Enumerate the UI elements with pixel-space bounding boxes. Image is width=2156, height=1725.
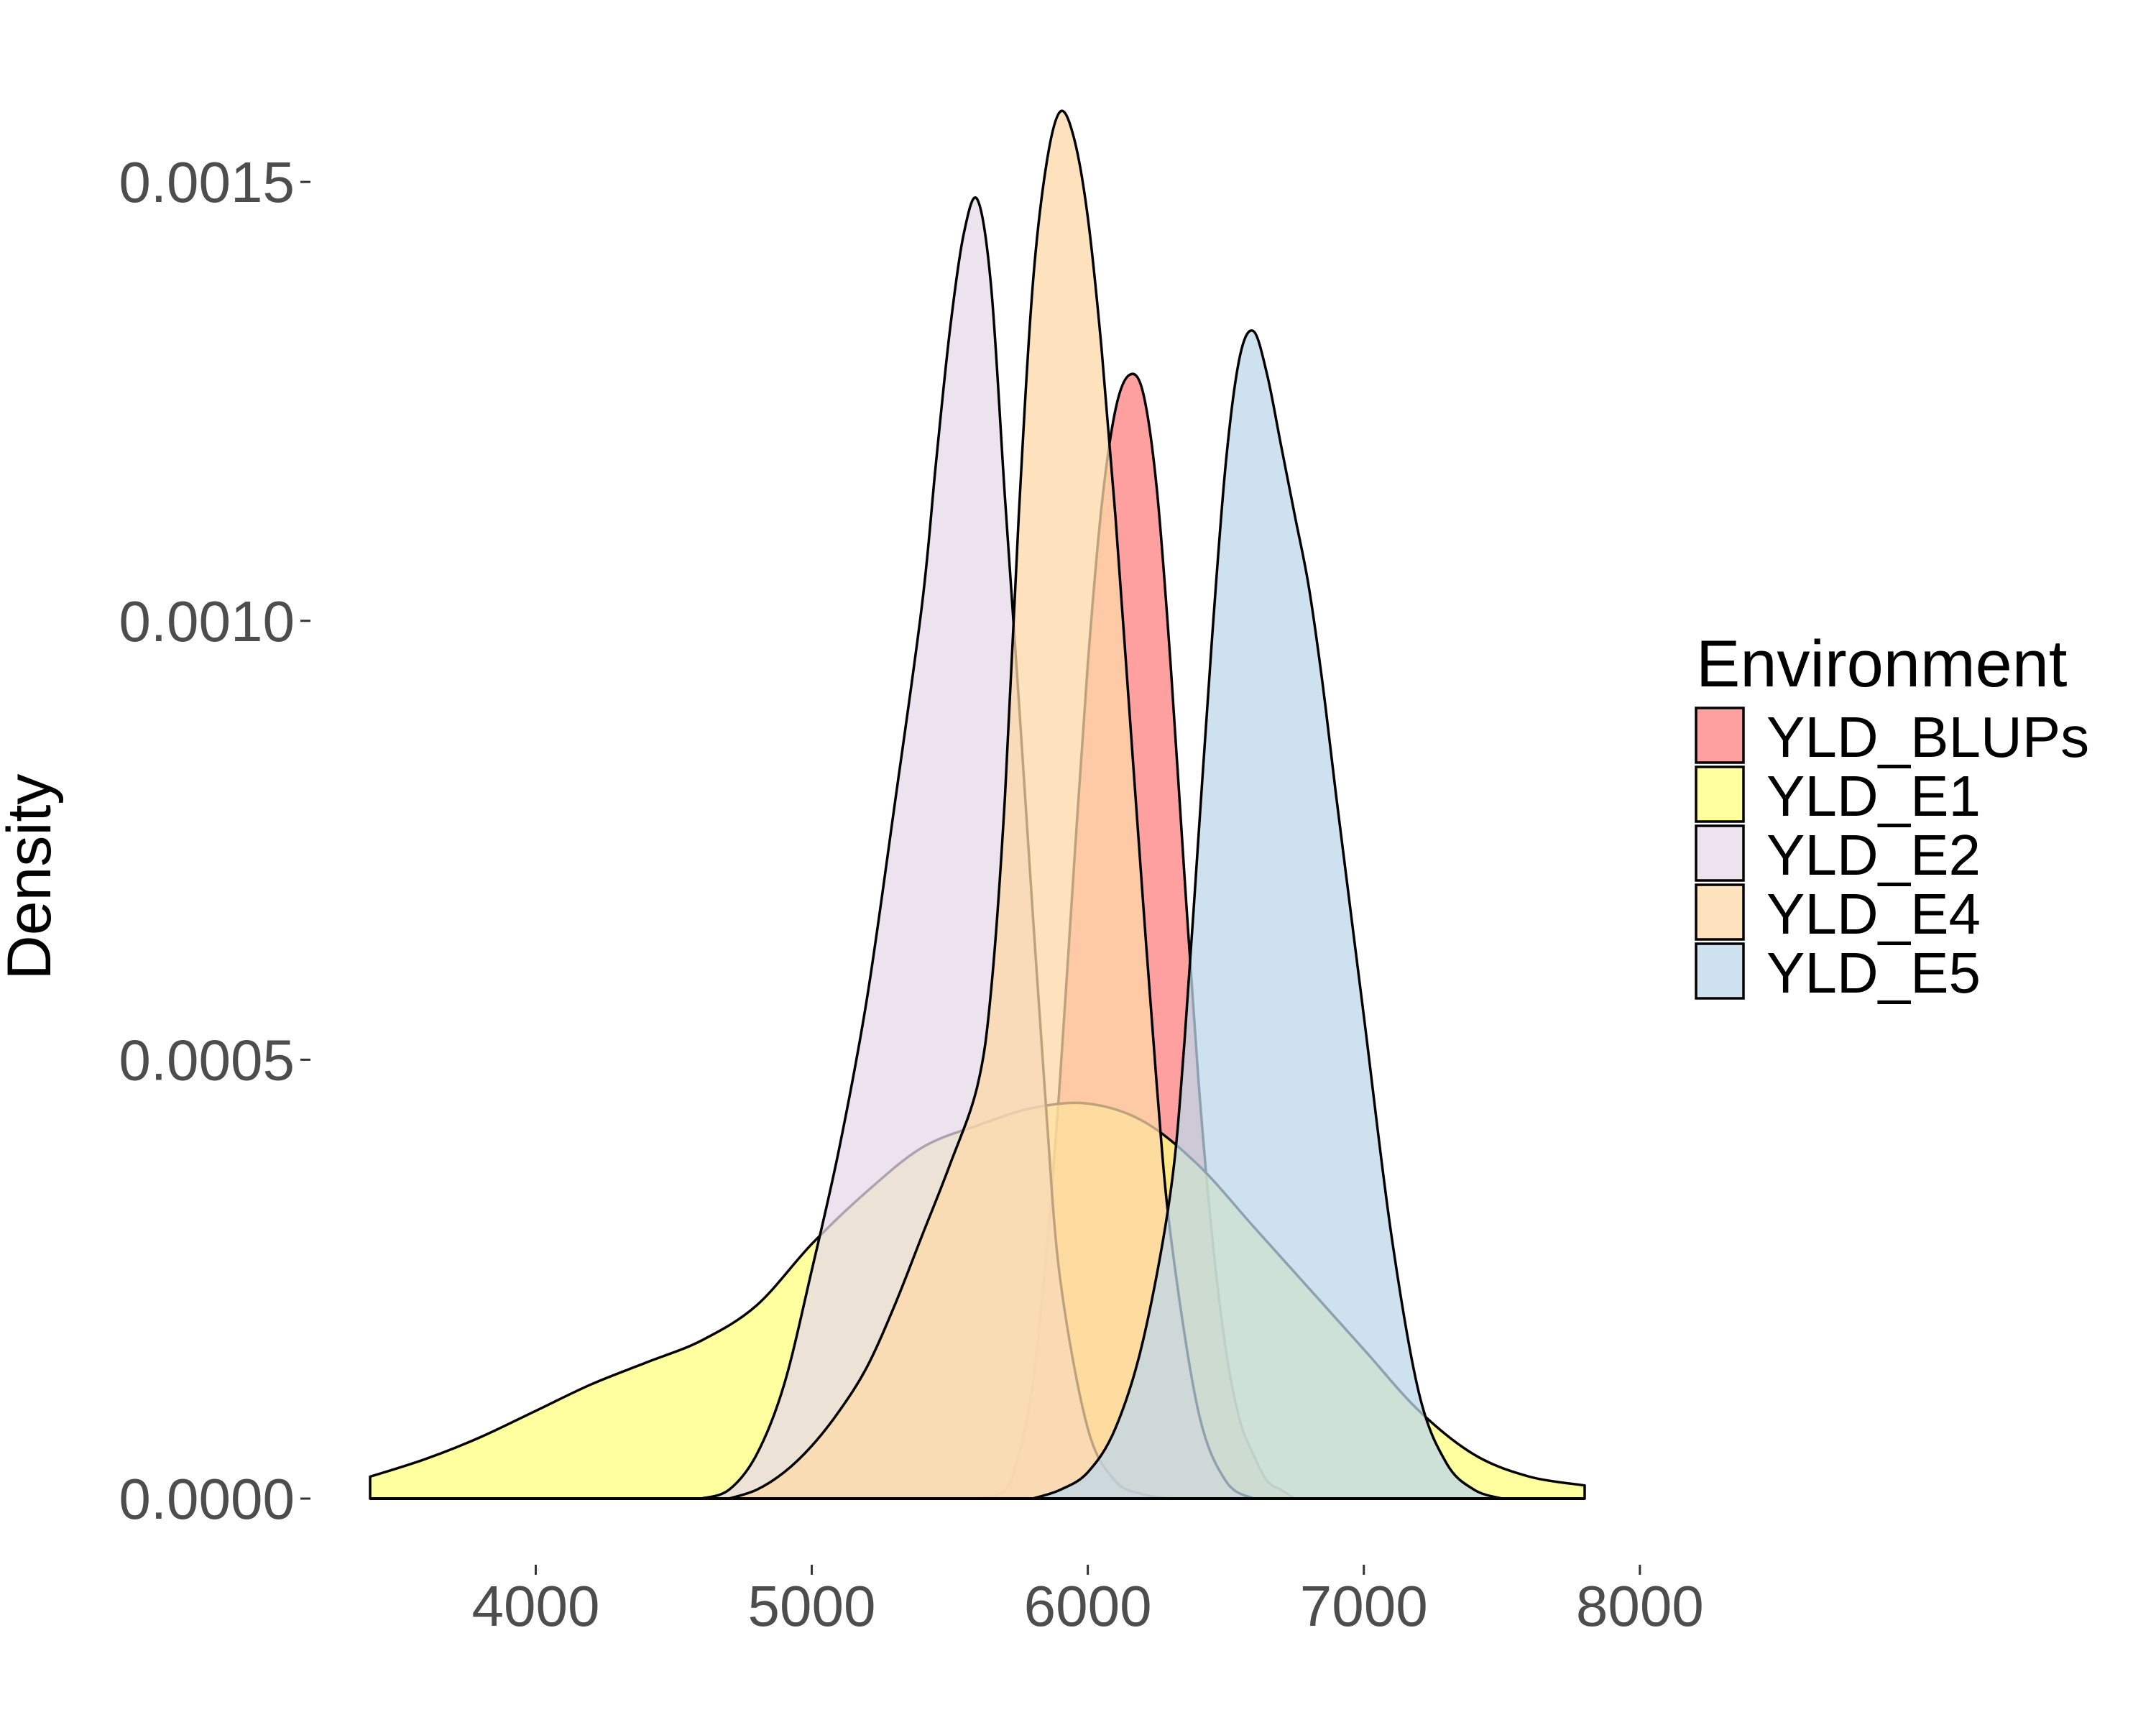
x-tick-label: 5000 [748, 1574, 876, 1638]
legend-label: YLD_E1 [1766, 764, 1981, 828]
legend-key-yld-e5 [1695, 942, 1745, 1000]
y-tick-label: 0.0000 [119, 1467, 295, 1531]
legend-label: YLD_E4 [1766, 882, 1981, 946]
y-tick-label: 0.0010 [119, 589, 295, 653]
legend-key-yld-e4 [1695, 883, 1745, 941]
legend-label: YLD_E2 [1766, 823, 1981, 887]
x-axis: 4000 5000 6000 7000 8000 [471, 1565, 1704, 1638]
legend-key-yld-blups [1695, 707, 1745, 764]
density-area-yld-e5 [1031, 329, 1503, 1500]
x-tick-label: 4000 [471, 1574, 599, 1638]
legend: Environment YLD_BLUPsYLD_E1YLD_E2YLD_E4Y… [1695, 627, 2089, 1005]
y-tick-label: 0.0005 [119, 1028, 295, 1092]
y-axis: 0.0000 0.0005 0.0010 0.0015 [119, 150, 310, 1531]
y-tick-label: 0.0015 [119, 150, 295, 214]
y-axis-title: Density [0, 774, 64, 980]
legend-title: Environment [1696, 627, 2067, 701]
legend-key-yld-e2 [1695, 824, 1745, 882]
legend-label: YLD_BLUPs [1766, 705, 2089, 769]
legend-label: YLD_E5 [1766, 941, 1981, 1005]
x-tick-label: 8000 [1576, 1574, 1704, 1638]
density-area-yld-e4 [727, 109, 1255, 1500]
density-areas [369, 109, 1586, 1500]
x-tick-label: 6000 [1024, 1574, 1152, 1638]
x-tick-label: 7000 [1300, 1574, 1428, 1638]
legend-key-yld-e1 [1695, 765, 1745, 823]
